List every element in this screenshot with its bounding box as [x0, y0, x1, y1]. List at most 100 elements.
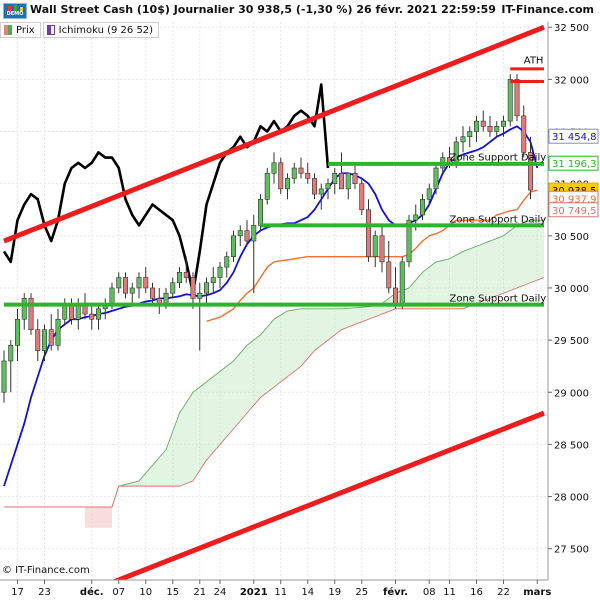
candle-body	[474, 120, 479, 132]
candle-body	[318, 188, 324, 195]
y-axis-panel	[548, 22, 600, 580]
x-tick-label: 21	[193, 587, 206, 598]
candle-body	[487, 125, 493, 132]
candle-body	[150, 287, 155, 299]
candle-body	[251, 225, 257, 242]
candle-body	[420, 199, 425, 216]
candle-body	[48, 329, 54, 346]
x-tick-label: 17	[11, 587, 24, 598]
candle-body	[406, 219, 412, 263]
candle-body	[163, 292, 169, 304]
candle-body	[224, 256, 230, 268]
series-line-ssa	[4, 219, 544, 508]
x-tick-label: 14	[301, 587, 314, 598]
candle-body	[210, 277, 216, 284]
price-tag-box	[548, 128, 599, 144]
legend-item-prix[interactable]: Prix	[0, 22, 41, 38]
candle-body	[1, 360, 7, 393]
x-tick-label: 16	[470, 587, 483, 598]
candle-body	[359, 183, 365, 211]
candle-body	[55, 318, 61, 346]
x-tick-label: mars	[523, 587, 551, 598]
ichimoku-cloud-bearish	[85, 506, 112, 528]
candle-body	[399, 261, 405, 304]
candle-body	[501, 120, 506, 127]
x-tick-label: déc.	[80, 586, 104, 598]
brand-name: IT-Finance.com	[501, 3, 594, 16]
copyright-notice: © IT-Finance.com	[2, 565, 90, 576]
y-tick-label: 30 500	[554, 232, 589, 243]
x-tick-label: 22	[497, 587, 510, 598]
candle-body	[170, 282, 176, 294]
candle-body	[136, 277, 142, 289]
support-label-2: Zone Support Daily	[450, 214, 547, 225]
chart-title: Wall Street Cash (10$) Journalier 30 938…	[30, 3, 496, 16]
ichimoku-cloud	[4, 220, 544, 507]
candle-body	[298, 167, 304, 174]
candle-body	[339, 172, 344, 190]
candle-body	[332, 172, 338, 184]
candle-body	[35, 329, 41, 351]
candle-body	[197, 292, 203, 299]
candle-body	[258, 199, 263, 226]
support-label-1: Zone Support Daily	[450, 153, 547, 164]
demo-logo: DEMO	[3, 3, 27, 19]
candle-body	[386, 261, 392, 289]
candle-body	[278, 162, 284, 190]
legend-swatch-ichimoku	[46, 25, 55, 35]
price-tag-label: 31 196,3	[552, 159, 597, 170]
x-tick-label: 07	[112, 587, 125, 598]
candle-body	[8, 345, 14, 362]
price-tag-label: 31 454,8	[552, 132, 597, 143]
candle-body	[291, 167, 297, 179]
candle-body	[42, 329, 47, 351]
y-tick-label: 32 000	[554, 75, 589, 86]
y-tick-label: 27 500	[554, 545, 589, 556]
candle-body	[507, 79, 513, 122]
logo-bar	[8, 6, 11, 11]
x-tick-label: 19	[328, 587, 341, 598]
candle-body	[521, 115, 527, 153]
candle-body	[345, 172, 351, 190]
price-tag-label: 30 749,5	[552, 206, 597, 217]
y-tick-label: 29 000	[554, 388, 589, 399]
y-tick-label: 30 000	[554, 284, 589, 295]
x-tick-label: 10	[139, 587, 152, 598]
candle-body	[109, 287, 115, 304]
candle-body	[312, 178, 317, 195]
series-line-kijun	[206, 189, 538, 323]
price-tag-label: 30 937,9	[552, 194, 597, 205]
legend-item-ichimoku[interactable]: Ichimoku (9 26 52)	[42, 22, 160, 38]
price-tag-box	[548, 155, 599, 171]
x-tick-label: 08	[423, 587, 436, 598]
x-tick-label: 23	[38, 587, 51, 598]
candle-body	[143, 277, 149, 289]
indicator-legend: Prix Ichimoku (9 26 52)	[0, 22, 161, 38]
candle-body	[89, 313, 95, 320]
candle-body	[217, 266, 223, 278]
candle-body	[96, 308, 101, 320]
x-tick-label: 15	[166, 587, 179, 598]
candle-body	[467, 131, 473, 138]
candle-body	[514, 79, 520, 117]
candle-body	[366, 209, 371, 257]
candle-body	[494, 125, 500, 132]
candle-body	[433, 167, 439, 190]
candle-body	[528, 152, 533, 191]
x-tick-label: févr.	[383, 586, 408, 598]
logo-bar	[14, 5, 17, 11]
legend-label-ichimoku: Ichimoku (9 26 52)	[58, 24, 154, 36]
x-tick-label: 2021	[240, 587, 268, 598]
candle-body	[426, 188, 432, 200]
candle-body	[271, 162, 277, 174]
legend-label-prix: Prix	[16, 24, 35, 36]
candle-body	[204, 282, 209, 294]
candle-body	[190, 277, 196, 299]
candle-body	[116, 277, 122, 289]
candle-body	[129, 287, 135, 294]
candle-body	[21, 298, 27, 320]
logo-bar	[20, 7, 23, 11]
candle-body	[393, 287, 398, 304]
candle-body	[379, 235, 385, 263]
